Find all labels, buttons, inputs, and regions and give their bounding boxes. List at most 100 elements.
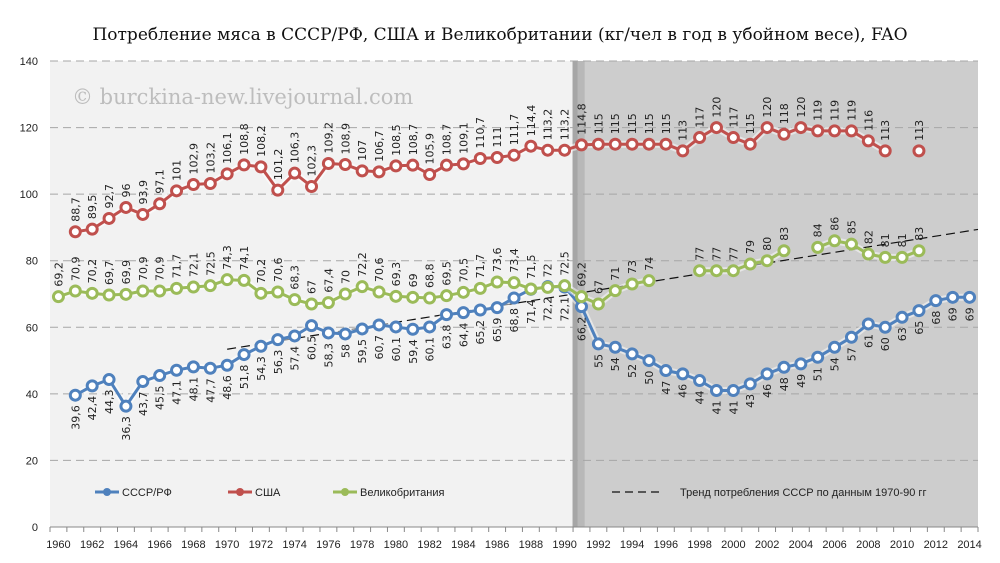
data-label: 71 <box>609 267 622 281</box>
data-point <box>676 144 690 158</box>
data-point <box>490 301 504 315</box>
x-tick-label: 1988 <box>519 539 543 551</box>
data-point <box>406 322 420 336</box>
data-point <box>642 137 656 151</box>
data-label: 70,5 <box>457 258 470 283</box>
y-tick-label: 120 <box>20 123 38 135</box>
data-label: 77 <box>710 247 723 261</box>
data-label: 63,8 <box>441 325 454 350</box>
data-label: 106,3 <box>289 132 302 164</box>
data-point <box>878 250 892 264</box>
x-tick-label: 1990 <box>552 539 576 551</box>
data-point <box>338 327 352 341</box>
data-point <box>389 289 403 303</box>
chart-title: Потребление мяса в СССР/РФ, США и Велико… <box>92 25 907 45</box>
x-tick-label: 2010 <box>890 539 914 551</box>
data-point <box>440 289 454 303</box>
data-point <box>85 286 99 300</box>
data-point <box>254 160 268 174</box>
data-label: 119 <box>812 100 825 121</box>
data-label: 109,2 <box>322 122 335 154</box>
data-label: 108,8 <box>238 123 251 155</box>
data-point <box>558 279 572 293</box>
data-label: 70,9 <box>154 257 167 282</box>
data-label: 69,5 <box>441 261 454 286</box>
data-point <box>878 320 892 334</box>
data-point <box>709 121 723 135</box>
x-tick-label: 1960 <box>46 539 70 551</box>
data-point <box>119 399 133 413</box>
data-point <box>372 285 386 299</box>
data-point <box>237 273 251 287</box>
data-label: 115 <box>744 113 757 134</box>
watermark: © burckina-new.livejournal.com <box>72 85 413 109</box>
data-label: 106,7 <box>373 130 386 162</box>
data-label: 119 <box>829 100 842 121</box>
data-point <box>423 168 437 182</box>
data-point <box>828 234 842 248</box>
data-label: 120 <box>710 97 723 118</box>
data-label: 70 <box>339 270 352 284</box>
data-label: 51,8 <box>238 365 251 390</box>
data-point <box>861 134 875 148</box>
data-point <box>659 364 673 378</box>
data-point <box>811 240 825 254</box>
data-label: 72,1 <box>187 253 200 278</box>
data-label: 109,1 <box>457 122 470 154</box>
legend-label-trend: Тренд потребления СССР по данным 1970-90… <box>680 487 926 499</box>
data-point <box>912 304 926 318</box>
data-label: 83 <box>913 227 926 241</box>
data-point <box>659 137 673 151</box>
data-label: 46 <box>761 384 774 398</box>
data-label: 59,4 <box>407 339 420 364</box>
x-tick-label: 1970 <box>215 539 239 551</box>
data-point <box>220 358 234 372</box>
data-label: 48,1 <box>187 377 200 402</box>
data-point <box>136 375 150 389</box>
data-label: 65 <box>913 321 926 335</box>
x-tick-label: 2002 <box>755 539 779 551</box>
data-point <box>473 152 487 166</box>
data-label: 71,4 <box>525 299 538 324</box>
data-label: 71,7 <box>171 254 184 279</box>
data-point <box>608 284 622 298</box>
x-tick-label: 1966 <box>147 539 171 551</box>
data-point <box>726 384 740 398</box>
data-point <box>68 225 82 239</box>
data-label: 102,3 <box>306 145 319 177</box>
data-label: 111,7 <box>508 114 521 146</box>
data-point <box>389 159 403 173</box>
data-point <box>338 158 352 172</box>
data-point <box>473 281 487 295</box>
data-point <box>929 294 943 308</box>
data-label: 72,2 <box>356 252 369 277</box>
data-label: 70,2 <box>86 259 99 284</box>
data-point <box>440 308 454 322</box>
data-label: 72 <box>542 263 555 277</box>
data-label: 70,6 <box>373 258 386 283</box>
data-point <box>574 290 588 304</box>
series-ussr-rf: 39,6 42,4 44,3 36,3 43,7 45,5 47,1 48,1 47,7 48,6… <box>68 280 977 441</box>
x-tick-label: 1996 <box>654 539 678 551</box>
x-tick-label: 1964 <box>114 539 138 551</box>
data-point <box>541 280 555 294</box>
data-label: 69,7 <box>103 260 116 285</box>
data-label: 73,6 <box>491 248 504 273</box>
data-label: 45,5 <box>154 386 167 411</box>
data-label: 120 <box>761 97 774 118</box>
data-point <box>591 297 605 311</box>
data-label: 113,2 <box>542 109 555 141</box>
data-label: 70,2 <box>255 259 268 284</box>
data-point <box>203 176 217 190</box>
y-tick-label: 100 <box>20 189 38 201</box>
data-point <box>507 291 521 305</box>
x-tick-label: 2006 <box>822 539 846 551</box>
data-label: 70,6 <box>272 258 285 283</box>
data-label: 74,3 <box>221 245 234 270</box>
data-point <box>321 296 335 310</box>
data-point <box>844 237 858 251</box>
data-label: 86 <box>829 217 842 231</box>
data-point <box>861 247 875 261</box>
data-label: 68 <box>930 311 943 325</box>
